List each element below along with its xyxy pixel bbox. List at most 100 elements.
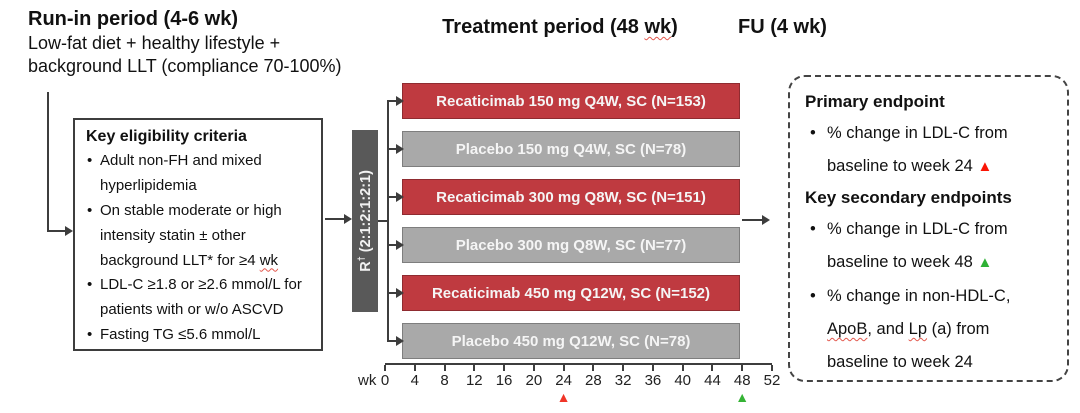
- axis-tick: [443, 365, 446, 371]
- primary-endpoint-title: Primary endpoint: [805, 92, 945, 111]
- branch-arrowhead-icon: [396, 240, 404, 250]
- axis-tick: [532, 365, 535, 371]
- secondary-endpoint-squiggle-word: Lp: [908, 320, 928, 339]
- axis-tick-label: 40: [674, 372, 692, 389]
- treatment-arms: Recaticimab 150 mg Q4W, SC (N=153) Place…: [402, 83, 740, 359]
- axis-tick: [384, 365, 386, 371]
- run-in-arrowhead-icon: [65, 226, 73, 236]
- axis-tick-label: 16: [495, 372, 513, 389]
- endpoints-box: Primary endpoint % change in LDL-C from …: [788, 75, 1069, 382]
- eligibility-to-randomization-line: [325, 218, 344, 220]
- branch-arrowhead-icon: [396, 96, 404, 106]
- arm-bar-placebo-300: Placebo 300 mg Q8W, SC (N=77): [402, 227, 740, 263]
- axis-tick: [413, 365, 416, 371]
- secondary-endpoint-text: % change in non-HDL-C,: [827, 286, 1011, 305]
- secondary-endpoint-item: % change in LDL-C from baseline to week …: [805, 213, 1052, 280]
- eligibility-item: Adult non-FH and mixed hyperlipidemia: [86, 149, 310, 199]
- follow-up-period-title: FU (4 wk): [738, 16, 827, 38]
- randomization-stub-line: [378, 220, 389, 222]
- axis-tick: [681, 365, 684, 371]
- branch-line: [389, 244, 396, 246]
- branch-line: [389, 196, 396, 198]
- eligibility-item: On stable moderate or high intensity sta…: [86, 199, 310, 274]
- run-in-subtitle-line1: Low-fat diet + healthy lifestyle +: [28, 33, 281, 53]
- run-in-connector-hline: [47, 230, 65, 232]
- axis-tick-label: 52: [763, 372, 781, 389]
- eligibility-item-squiggle-word: wk: [259, 251, 279, 269]
- eligibility-item-text: Fasting TG ≤5.6 mmol/L: [100, 326, 261, 344]
- randomization-bar: R† (2:1:2:1:2:1): [352, 130, 378, 312]
- axis-tick: [503, 365, 506, 371]
- red-triangle-icon: ▲: [977, 158, 993, 176]
- eligibility-item: Fasting TG ≤5.6 mmol/L: [86, 323, 310, 348]
- randomization-r: R: [357, 261, 374, 272]
- axis-tick: [592, 365, 595, 371]
- axis-tick-label: 36: [644, 372, 662, 389]
- week-24-marker-icon: ▲: [556, 389, 571, 405]
- secondary-endpoint-text: % change in LDL-C from baseline to week …: [827, 220, 1008, 272]
- axis-tick-label: 0: [380, 372, 390, 389]
- arm-bar-placebo-450: Placebo 450 mg Q12W, SC (N=78): [402, 323, 740, 359]
- treatment-title-text: Treatment period (48: [442, 16, 645, 38]
- arm-bar-recaticimab-150: Recaticimab 150 mg Q4W, SC (N=153): [402, 83, 740, 119]
- axis-tick-label: 8: [440, 372, 449, 389]
- axis-tick: [651, 365, 654, 371]
- branch-trunk-line: [387, 100, 389, 342]
- week-axis: wk 0 4 8 12 16 20 24 28 32 36 40 44 48 52 ▲ ▲: [358, 363, 780, 411]
- axis-tick-label: 32: [614, 372, 632, 389]
- axis-tick: [771, 365, 773, 371]
- branch-arrowhead-icon: [396, 288, 404, 298]
- branch-arrowhead-icon: [396, 144, 404, 154]
- secondary-endpoint-item: % change in non-HDL-C, ApoB, and Lp (a) …: [805, 280, 1052, 380]
- green-triangle-icon: ▲: [977, 254, 993, 272]
- eligibility-item-text: On stable moderate or high intensity sta…: [100, 201, 282, 269]
- axis-tick-label: 24: [555, 372, 572, 389]
- axis-tick-label: 4: [410, 372, 419, 389]
- secondary-endpoint-text: (a) from baseline to week 24: [827, 320, 990, 372]
- secondary-endpoint-squiggle-word: ApoB: [827, 320, 868, 339]
- eligibility-criteria-box: Key eligibility criteria Adult non-FH an…: [73, 118, 323, 351]
- randomization-label: R† (2:1:2:1:2:1): [356, 170, 374, 272]
- eligibility-list: Adult non-FH and mixed hyperlipidemia On…: [86, 149, 310, 348]
- axis-tick: [711, 365, 714, 371]
- secondary-endpoints-title: Key secondary endpoints: [805, 188, 1012, 208]
- branch-arrowhead-icon: [396, 192, 404, 202]
- branch-line: [389, 292, 396, 294]
- axis-tick-label: 28: [585, 372, 602, 389]
- arm-bar-recaticimab-300: Recaticimab 300 mg Q8W, SC (N=151): [402, 179, 740, 215]
- week-48-marker-icon: ▲: [735, 389, 750, 405]
- run-in-period-subtitle: Low-fat diet + healthy lifestyle + backg…: [28, 32, 342, 77]
- axis-tick-label: 12: [465, 372, 483, 389]
- primary-endpoint-list: % change in LDL-C from baseline to week …: [805, 117, 1052, 184]
- primary-endpoint-item: % change in LDL-C from baseline to week …: [805, 117, 1052, 184]
- randomization-dagger: †: [356, 256, 367, 262]
- week-axis-line: [385, 363, 772, 365]
- eligibility-item: LDL-C ≥1.8 or ≥2.6 mmol/L for patients w…: [86, 273, 310, 323]
- branch-line: [389, 340, 396, 342]
- week-axis-unit-label: wk: [358, 372, 377, 389]
- run-in-connector-vline: [47, 92, 49, 232]
- branch-line: [389, 100, 396, 102]
- axis-tick: [473, 365, 476, 371]
- eligibility-item-text: Adult non-FH and mixed hyperlipidemia: [100, 152, 262, 194]
- axis-tick: [562, 365, 565, 371]
- run-in-period-title: Run-in period (4-6 wk): [28, 8, 238, 30]
- treatment-period-title: Treatment period (48 wk): [400, 16, 720, 39]
- axis-tick-label: 20: [525, 372, 543, 389]
- randomization-ratio: (2:1:2:1:2:1): [357, 170, 374, 257]
- arm-bar-placebo-150: Placebo 150 mg Q4W, SC (N=78): [402, 131, 740, 167]
- eligibility-item-text: LDL-C ≥1.8 or ≥2.6 mmol/L for patients w…: [100, 276, 302, 319]
- axis-tick-label: 48: [733, 372, 751, 389]
- branch-arrowhead-icon: [396, 336, 404, 346]
- treatment-title-close: ): [671, 16, 678, 38]
- arms-to-endpoints-arrowhead-icon: [762, 215, 770, 225]
- arm-bar-recaticimab-450: Recaticimab 450 mg Q12W, SC (N=152): [402, 275, 740, 311]
- axis-tick-label: 44: [704, 372, 721, 389]
- treatment-title-squiggle-word: wk: [644, 16, 672, 38]
- arms-to-endpoints-line: [742, 219, 762, 221]
- branch-line: [389, 148, 396, 150]
- secondary-endpoints-list: % change in LDL-C from baseline to week …: [805, 213, 1052, 380]
- secondary-endpoint-text: , and: [867, 320, 909, 339]
- eligibility-title: Key eligibility criteria: [86, 128, 247, 145]
